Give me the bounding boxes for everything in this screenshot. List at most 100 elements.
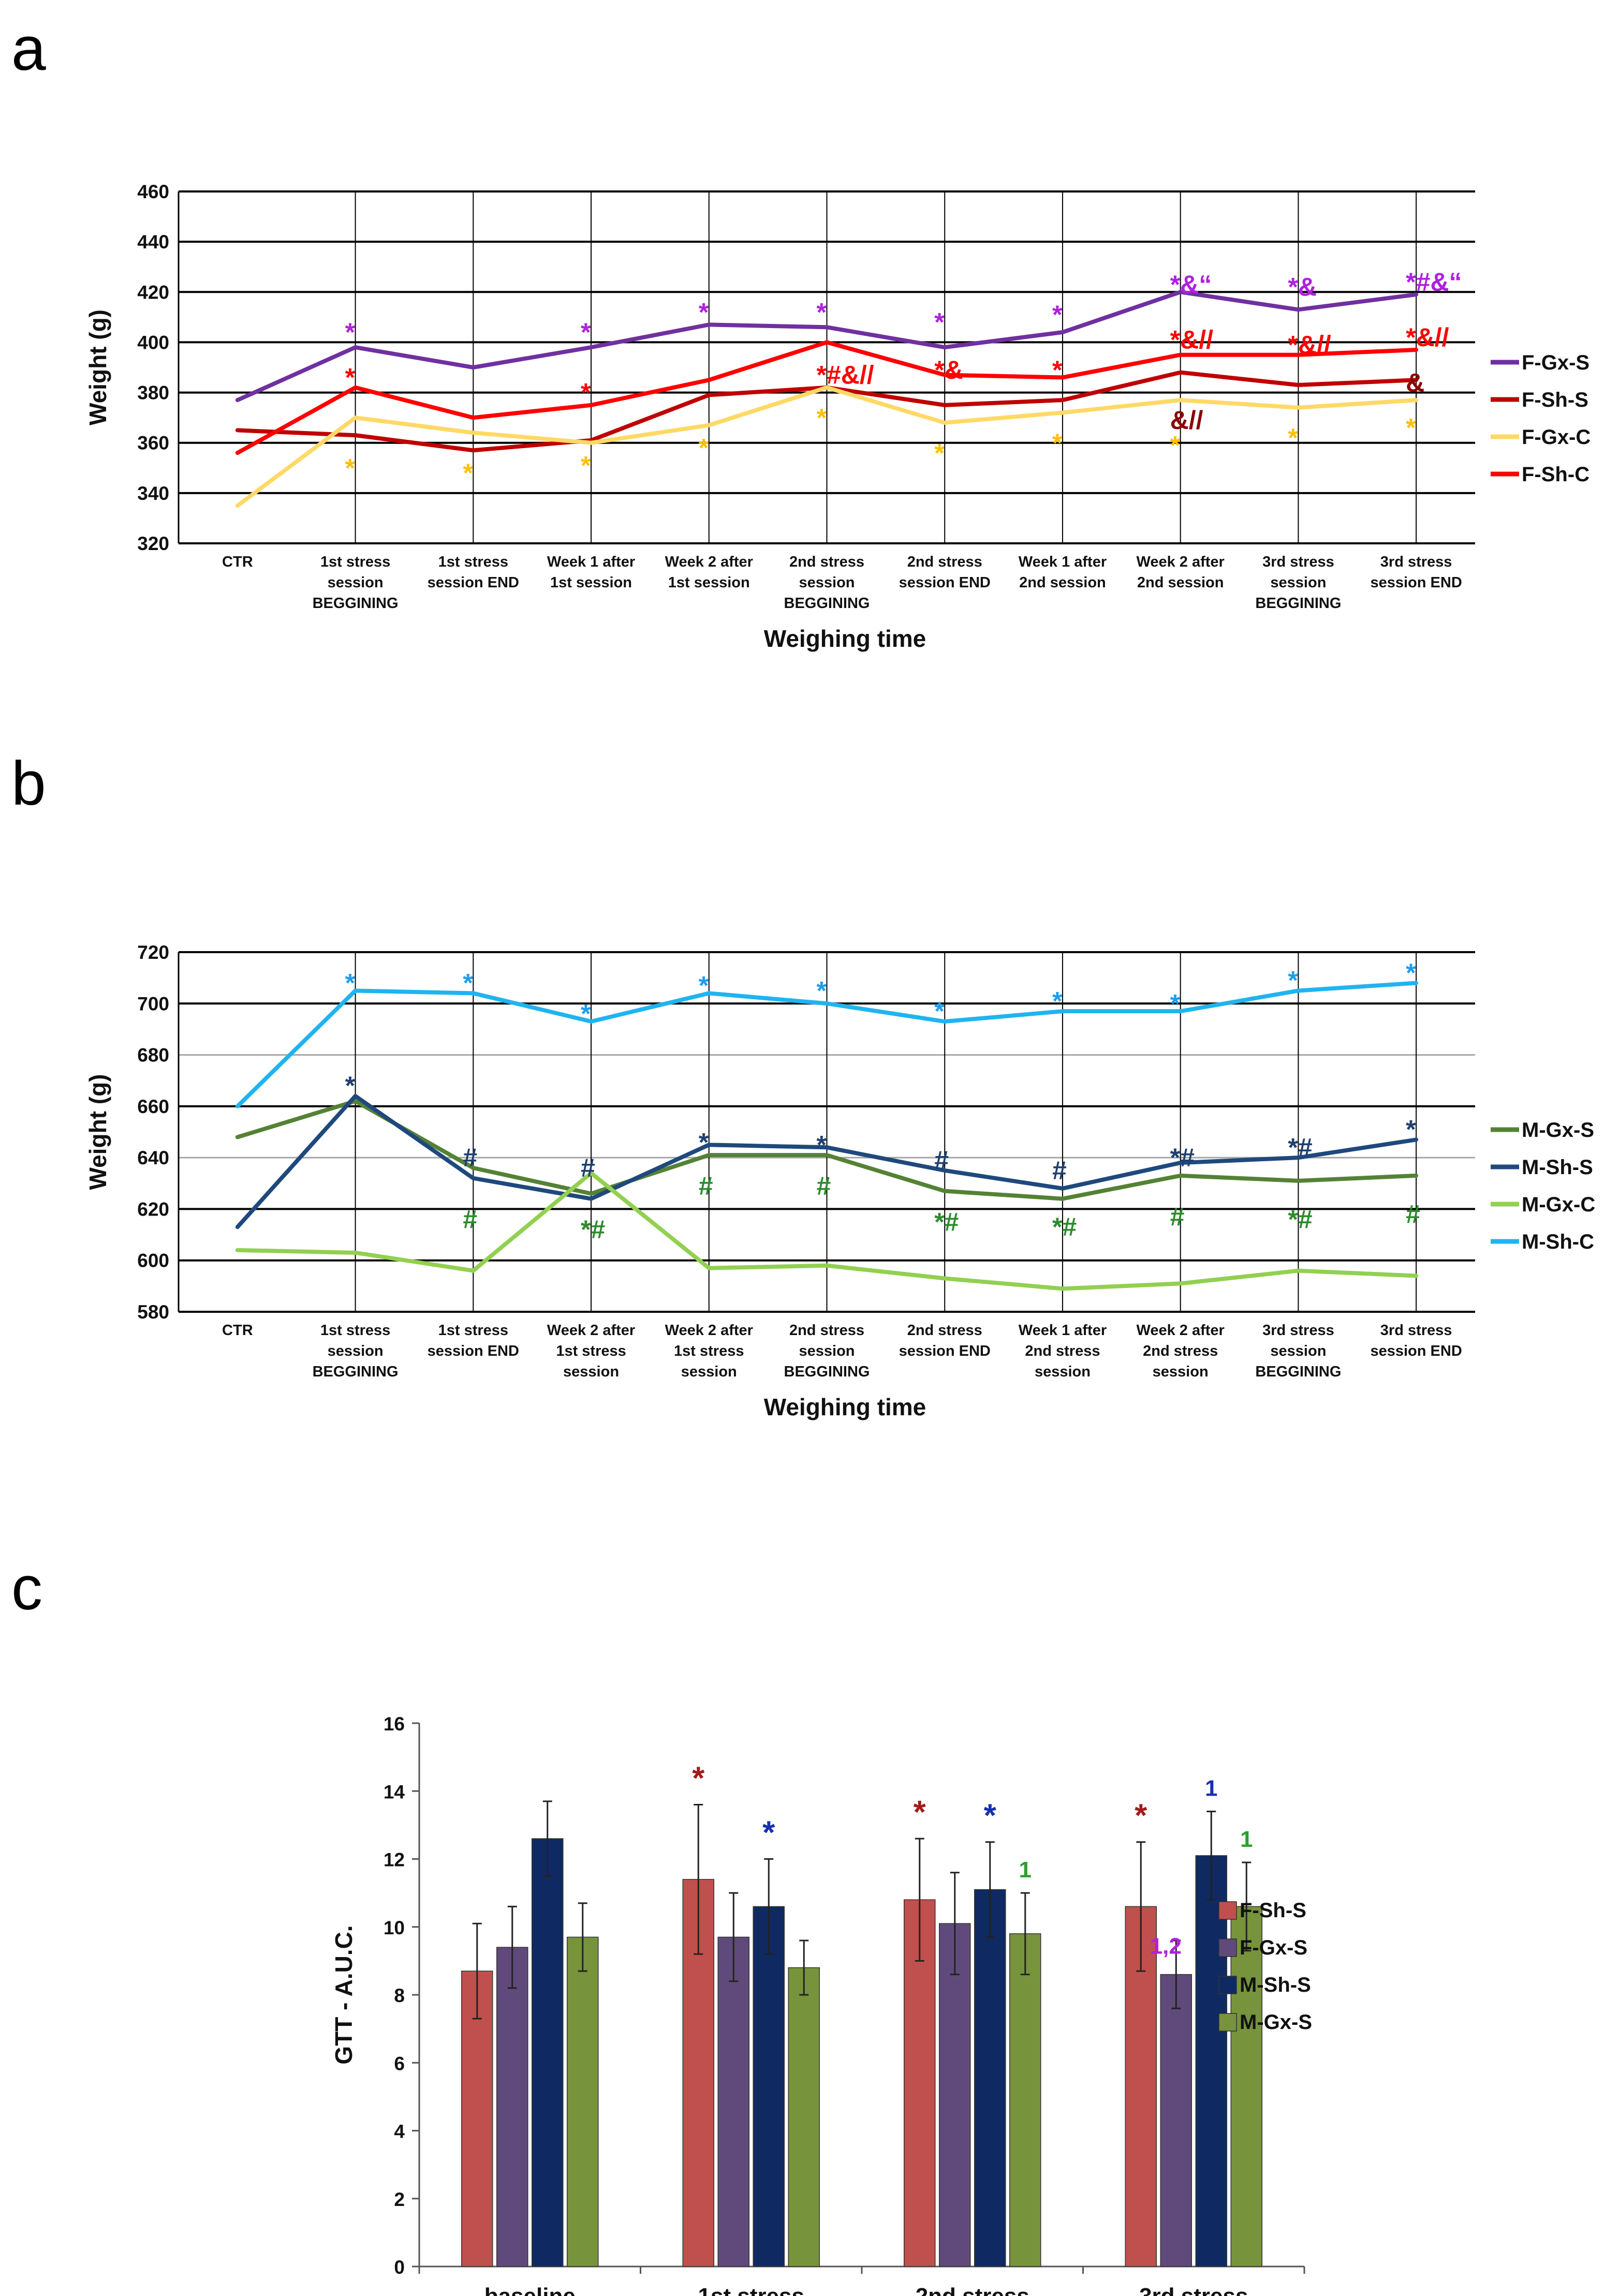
significance-marker: & [1406,368,1424,397]
legend-label: M-Gx-S [1240,2011,1312,2034]
significance-marker: # [699,1172,713,1201]
significance-marker: # [581,1153,595,1182]
series-line-F-Gx-C [235,385,1419,508]
significance-marker: * [762,1815,775,1851]
legend-label: F-Gx-S [1240,1936,1307,1959]
bar-F-Gx-S [1160,1974,1192,2267]
y-tick-label: 400 [137,332,169,353]
x-tick-label: Week 2 after 1st stress session [665,1322,753,1380]
significance-marker: 1 [1019,1857,1032,1883]
legend-swatch [1218,1901,1237,1920]
significance-marker: *&“ [1170,270,1212,299]
significance-marker: * [699,971,709,1000]
significance-marker: # [934,1146,949,1175]
x-tick-label: Week 1 after 1st session [547,554,635,591]
x-tick-label: baseline [484,2284,576,2296]
series-line-M-Gx-C [235,1171,1419,1291]
y-tick-label: 10 [384,1917,405,1938]
y-tick-label: 4 [394,2121,405,2142]
significance-marker: # [1052,1156,1067,1185]
x-tick-label: 3rd stress session BEGGINING [1255,554,1341,612]
y-tick-label: 580 [137,1301,169,1323]
significance-marker: * [1135,1798,1147,1834]
significance-marker: * [817,1130,827,1159]
significance-marker: *# [1288,1205,1312,1234]
significance-marker: *# [1052,1212,1077,1241]
legend-label: F-Gx-S [1522,351,1589,374]
bar-F-Gx-S [939,1923,971,2267]
series-line-F-Sh-C [235,340,1419,455]
legend-label: M-Sh-S [1522,1156,1593,1179]
significance-marker: * [345,1071,356,1100]
series-line-M-Sh-S [235,1094,1419,1230]
y-tick-label: 380 [137,382,169,404]
y-tick-label: 620 [137,1198,169,1220]
y-tick-label: 6 [394,2053,405,2074]
bar-M-Gx-S [1009,1933,1041,2267]
significance-marker: *# [1170,1143,1195,1172]
bar-M-Sh-S [753,1906,785,2267]
y-tick-label: 340 [137,483,169,504]
y-axis-title: Weight (g) [84,1074,111,1190]
y-tick-label: 640 [137,1147,169,1168]
legend-swatch [1218,1976,1237,1994]
legend-label: M-Sh-C [1522,1231,1594,1253]
significance-marker: * [1288,423,1298,452]
legend-swatch [1218,1938,1237,1957]
significance-marker: * [817,976,827,1005]
significance-marker: *# [934,1207,959,1236]
y-tick-label: 12 [384,1849,405,1871]
x-tick-label: Week 2 after 1st stress session [547,1322,635,1380]
legend-swatch [1218,2013,1237,2032]
y-tick-label: 460 [137,181,169,202]
panel-c-letter: c [11,1553,42,1623]
legend-label: F-Sh-S [1522,389,1588,411]
x-tick-label: 3rd stress session END [1370,554,1462,591]
x-tick-label: 1st stress session END [428,1322,519,1359]
significance-marker: * [581,999,591,1028]
panel-a-letter: a [11,14,46,83]
significance-marker: *& [934,355,963,384]
x-tick-label: Week 2 after 2nd session [1137,554,1225,591]
significance-marker: * [581,378,591,407]
x-tick-label: Week 1 after 2nd session [1019,554,1107,591]
significance-marker: * [1170,989,1181,1018]
significance-marker: * [699,434,709,463]
legend-label: F-Sh-S [1240,1899,1306,1922]
panel-c-bar-chart: 0 2 4 6 8 10 12 14 16 * * * * 1 * 1,2 1 1 baseline 1st stre… [330,1713,1312,2296]
significance-marker: * [581,451,591,480]
y-tick-label: 0 [394,2257,405,2278]
x-tick-label: 1st stress session BEGGINING [313,554,399,612]
legend-label: M-Sh-S [1240,1974,1311,1996]
series-line-M-Sh-C [235,981,1419,1108]
significance-marker: * [934,308,945,337]
bar-M-Gx-S [1230,1906,1262,2267]
significance-marker: # [817,1172,831,1201]
significance-marker: * [1406,958,1416,987]
significance-marker: *#&// [817,361,874,390]
x-tick-label: 2nd stress session END [899,1322,991,1359]
significance-marker: 1 [1240,1827,1253,1852]
x-tick-label: Week 2 after 1st session [665,554,753,591]
legend-label: M-Gx-C [1522,1193,1595,1216]
significance-marker: * [692,1761,705,1797]
bar-F-Gx-S [496,1947,528,2267]
x-tick-label: 1st stress session BEGGINING [313,1322,399,1380]
significance-marker: * [934,438,945,467]
significance-marker: * [1170,431,1181,460]
y-tick-label: 600 [137,1250,169,1271]
y-tick-label: 320 [137,533,169,554]
bar-F-Gx-S [717,1936,749,2267]
y-tick-label: 16 [384,1713,405,1735]
x-axis-title: Weighing time [764,625,926,652]
x-tick-label: 2nd stress session BEGGINING [784,554,870,612]
significance-marker: * [1052,986,1063,1015]
significance-marker: *& [1288,273,1317,302]
y-tick-label: 700 [137,993,169,1014]
significance-marker: * [345,318,356,347]
significance-marker: * [345,453,356,482]
significance-marker: *&// [1288,330,1331,359]
bar-M-Sh-S [974,1889,1006,2267]
x-tick-label: 2nd stress [916,2284,1029,2296]
